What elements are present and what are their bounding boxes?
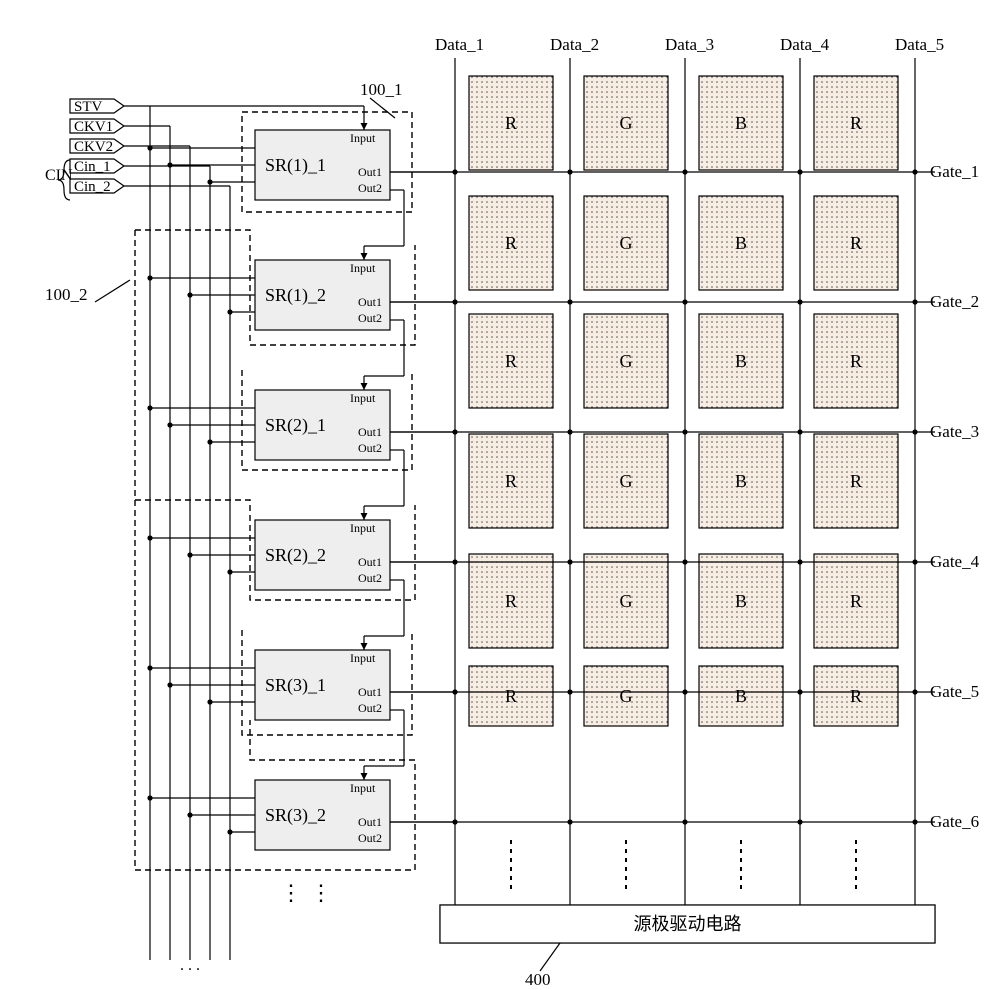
svg-text:R: R <box>850 471 862 491</box>
svg-text:Cin_2: Cin_2 <box>74 179 111 195</box>
svg-text:R: R <box>505 686 517 706</box>
svg-text:Input: Input <box>350 781 376 795</box>
svg-text:B: B <box>735 113 747 133</box>
svg-text:Out2: Out2 <box>358 571 382 585</box>
svg-text:CIN: CIN <box>45 167 73 184</box>
svg-text:G: G <box>620 351 633 371</box>
svg-text:源极驱动电路: 源极驱动电路 <box>634 914 742 934</box>
svg-text:100_1: 100_1 <box>360 80 403 99</box>
svg-text:G: G <box>620 471 633 491</box>
svg-text:Input: Input <box>350 521 376 535</box>
svg-text:⋮: ⋮ <box>280 880 302 905</box>
diagram-root: STV CKV1 CKV2 Cin_1 Cin_2CIN SR(1)_1 Input Out1… <box>0 0 1000 990</box>
svg-text:Data_1: Data_1 <box>435 35 484 54</box>
svg-text:R: R <box>850 351 862 371</box>
svg-text:100_2: 100_2 <box>45 285 88 304</box>
svg-text:B: B <box>735 686 747 706</box>
svg-text:Out1: Out1 <box>358 555 382 569</box>
svg-text:G: G <box>620 113 633 133</box>
svg-text:Input: Input <box>350 391 376 405</box>
svg-text:Gate_4: Gate_4 <box>930 552 980 571</box>
svg-text:400: 400 <box>525 970 551 989</box>
svg-text:R: R <box>505 471 517 491</box>
svg-text:Data_2: Data_2 <box>550 35 599 54</box>
svg-text:B: B <box>735 471 747 491</box>
svg-text:G: G <box>620 233 633 253</box>
svg-text:R: R <box>850 591 862 611</box>
svg-text:G: G <box>620 686 633 706</box>
svg-text:Out1: Out1 <box>358 165 382 179</box>
svg-text:R: R <box>505 233 517 253</box>
svg-text:R: R <box>850 113 862 133</box>
svg-text:R: R <box>850 233 862 253</box>
svg-text:Out2: Out2 <box>358 701 382 715</box>
svg-text:Out1: Out1 <box>358 295 382 309</box>
svg-text:B: B <box>735 591 747 611</box>
svg-text:SR(2)_1: SR(2)_1 <box>265 415 326 436</box>
svg-text:R: R <box>505 591 517 611</box>
svg-text:Input: Input <box>350 131 376 145</box>
svg-text:Out1: Out1 <box>358 685 382 699</box>
svg-text:Out2: Out2 <box>358 831 382 845</box>
svg-text:G: G <box>620 591 633 611</box>
svg-text:B: B <box>735 351 747 371</box>
svg-text:Data_4: Data_4 <box>780 35 830 54</box>
svg-text:Out2: Out2 <box>358 311 382 325</box>
svg-text:SR(1)_2: SR(1)_2 <box>265 285 326 306</box>
svg-text:B: B <box>735 233 747 253</box>
svg-text:Out1: Out1 <box>358 425 382 439</box>
svg-text:Out2: Out2 <box>358 441 382 455</box>
svg-text:CKV1: CKV1 <box>74 119 113 135</box>
svg-text:Data_3: Data_3 <box>665 35 714 54</box>
svg-text:Out1: Out1 <box>358 815 382 829</box>
svg-text:SR(2)_2: SR(2)_2 <box>265 545 326 566</box>
svg-text:Data_5: Data_5 <box>895 35 944 54</box>
svg-text:Gate_2: Gate_2 <box>930 292 979 311</box>
svg-text:Gate_5: Gate_5 <box>930 682 979 701</box>
svg-text:⋮: ⋮ <box>310 880 332 905</box>
svg-text:STV: STV <box>74 99 103 115</box>
svg-text:SR(3)_1: SR(3)_1 <box>265 675 326 696</box>
svg-text:Out2: Out2 <box>358 181 382 195</box>
svg-text:. . .: . . . <box>180 957 200 974</box>
svg-text:R: R <box>505 113 517 133</box>
svg-text:Cin_1: Cin_1 <box>74 159 111 175</box>
svg-text:Input: Input <box>350 261 376 275</box>
svg-text:CKV2: CKV2 <box>74 139 113 155</box>
svg-text:R: R <box>505 351 517 371</box>
svg-text:Input: Input <box>350 651 376 665</box>
svg-text:Gate_6: Gate_6 <box>930 812 979 831</box>
svg-text:Gate_3: Gate_3 <box>930 422 979 441</box>
svg-text:SR(1)_1: SR(1)_1 <box>265 155 326 176</box>
svg-text:Gate_1: Gate_1 <box>930 162 979 181</box>
svg-text:SR(3)_2: SR(3)_2 <box>265 805 326 826</box>
svg-text:R: R <box>850 686 862 706</box>
